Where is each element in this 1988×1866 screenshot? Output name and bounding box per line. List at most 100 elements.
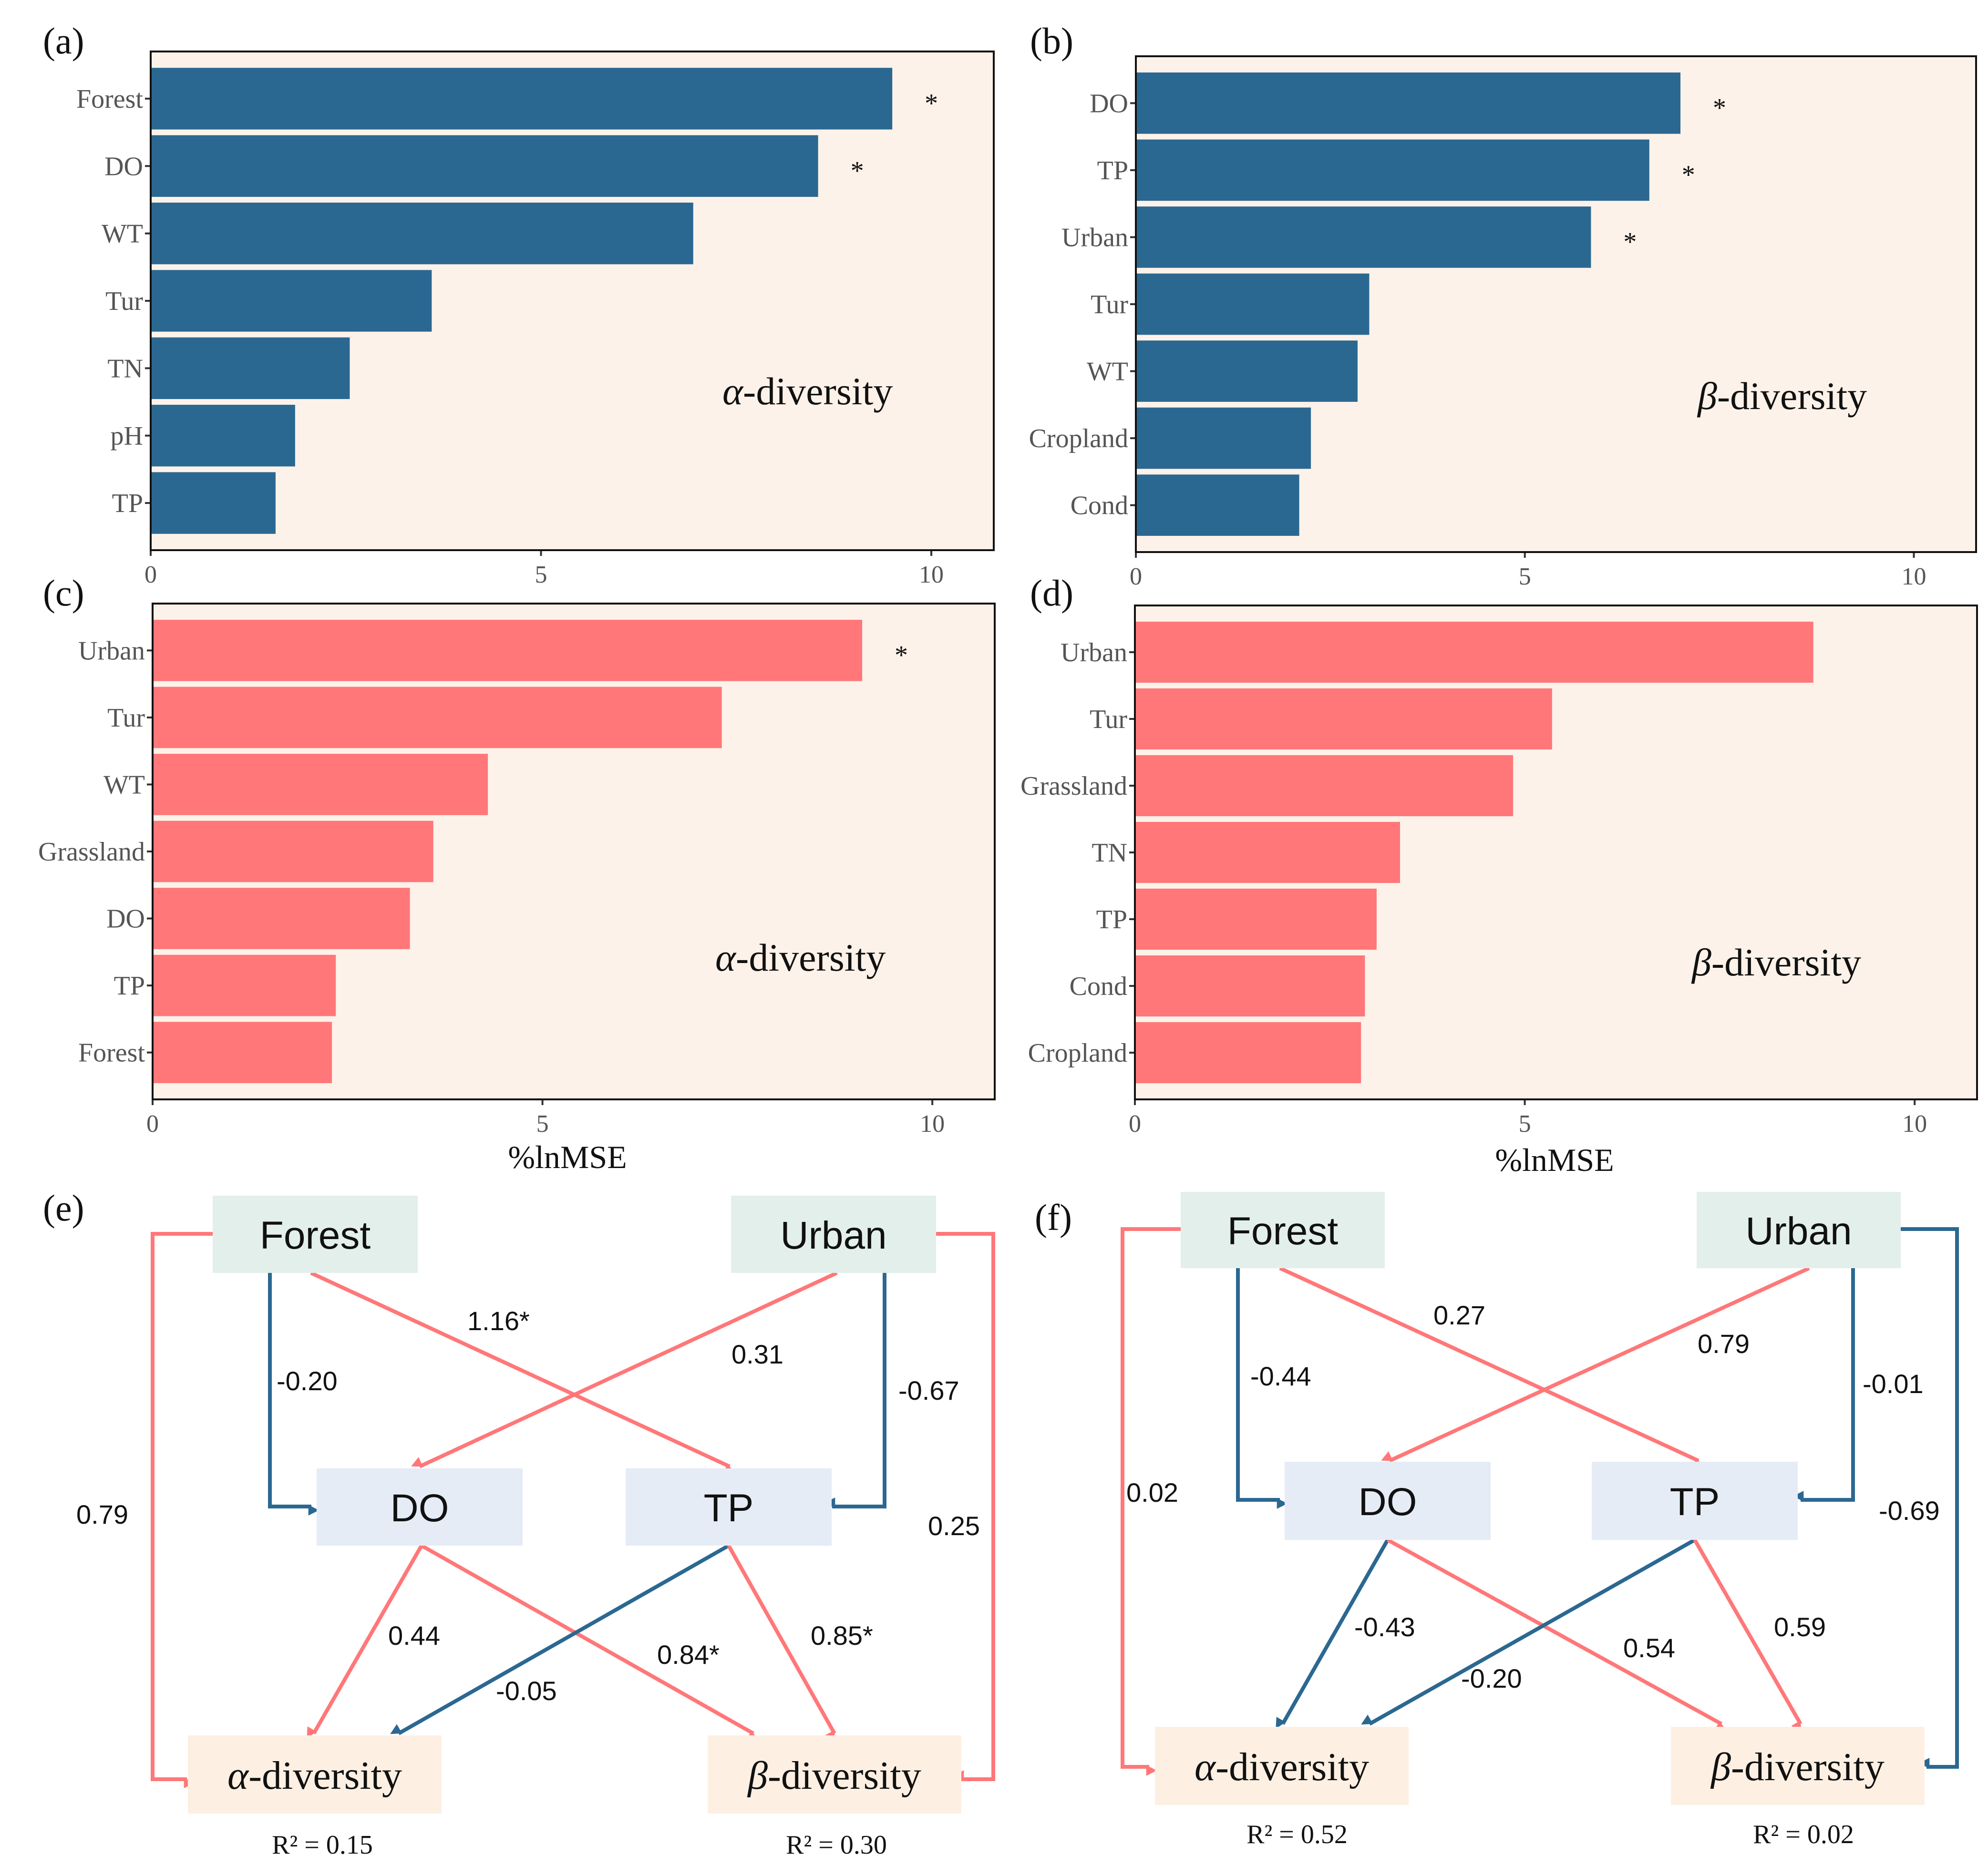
panel-tag-c: (c) <box>43 572 84 614</box>
node-f-tp <box>1592 1462 1798 1540</box>
y-tick-label: Grassland <box>1020 771 1127 801</box>
y-tick-label: DO <box>106 904 145 934</box>
bar-d-cropland <box>1135 1022 1361 1084</box>
y-tick-label: Tur <box>107 703 145 733</box>
inner-label-b: β-diversity <box>1697 374 1867 418</box>
panel-tag-f: (f) <box>1035 1197 1072 1238</box>
arrow-e-forest-tp <box>310 1271 735 1474</box>
bar-c-tp <box>153 954 336 1016</box>
coef-e-do-alpha: 0.44 <box>388 1620 440 1651</box>
x-axis-title-d: %lnMSE <box>1495 1142 1614 1178</box>
node-f-alpha <box>1155 1727 1409 1805</box>
x-tick-label: 5 <box>1519 563 1531 590</box>
node-f-urban <box>1697 1192 1901 1268</box>
plot-frame-d <box>1134 605 1978 1100</box>
x-tick-label: 10 <box>1902 1110 1927 1138</box>
arrow-e-forest-do <box>268 1273 319 1516</box>
bar-a-ph <box>151 405 295 467</box>
arrow-f-forest-do <box>1236 1268 1288 1509</box>
x-tick-label: 0 <box>144 561 157 588</box>
node-e-beta-label: β-diversity <box>747 1753 921 1798</box>
bar-c-do <box>153 888 410 949</box>
y-tick-label: DO <box>1090 89 1128 118</box>
significance-star: * <box>895 640 908 670</box>
bar-b-do <box>1136 72 1681 134</box>
coef-e-urban-do: 0.31 <box>731 1339 783 1369</box>
arrow-f-urban-tp <box>1792 1268 1855 1502</box>
y-tick-label: Urban <box>1061 638 1127 667</box>
node-e-forest-label: Forest <box>260 1214 371 1257</box>
x-tick-label: 5 <box>536 1110 549 1138</box>
node-f-forest-label: Forest <box>1227 1210 1339 1253</box>
marks-d: Urban Tur Grassland TN TP Cond Cropland 0 5 10 <box>1020 621 1927 1138</box>
significance-star: * <box>1682 160 1695 190</box>
arrow-f-forest-tp <box>1279 1266 1704 1468</box>
y-tick-label: DO <box>104 152 143 181</box>
coef-e-urban-tp: -0.67 <box>898 1375 959 1405</box>
arrow-e-tp-beta <box>727 1545 836 1742</box>
r2-e-alpha: R² = 0.15 <box>272 1830 373 1860</box>
coef-f-tp-alpha: -0.20 <box>1461 1663 1522 1693</box>
bar-a-forest <box>151 68 893 130</box>
path-diagram-e: (e) Forest Urban DO TP α-diversity β-div… <box>43 1187 995 1860</box>
arrow-e-urban-beta <box>936 1232 995 1781</box>
y-tick-label: TP <box>1097 156 1128 185</box>
coef-f-urban-do: 0.79 <box>1698 1329 1750 1359</box>
plot-frame-c <box>152 603 996 1100</box>
bar-a-do <box>151 135 818 197</box>
node-f-alpha-label: α-diversity <box>1195 1745 1369 1789</box>
x-tick-label: 10 <box>920 1110 945 1138</box>
bar-c-tur <box>153 687 722 748</box>
bar-a-tp <box>151 472 276 534</box>
bar-b-urban <box>1136 206 1591 268</box>
y-tick-label: TP <box>112 489 143 518</box>
x-tick-label: 10 <box>919 561 944 588</box>
r2-f-alpha: R² = 0.52 <box>1246 1820 1348 1849</box>
arrow-f-do-alpha <box>1276 1539 1390 1729</box>
node-e-tp-label: TP <box>704 1487 754 1530</box>
y-tick-label: TN <box>1092 838 1127 868</box>
coef-e-forest-alpha: 0.79 <box>76 1499 128 1529</box>
y-tick-label: WT <box>103 770 145 800</box>
bar-d-grassland <box>1135 755 1514 817</box>
y-tick-label: TN <box>107 354 143 383</box>
coef-e-forest-do: -0.20 <box>277 1366 338 1396</box>
y-tick-label: Cropland <box>1029 424 1128 453</box>
bar-d-tp <box>1135 888 1377 950</box>
coef-e-tp-beta: 0.85* <box>811 1620 873 1651</box>
bar-a-wt <box>151 202 693 265</box>
arrow-f-tp-alpha <box>1361 1538 1696 1726</box>
node-f-beta <box>1671 1727 1925 1805</box>
bar-c-urban <box>153 620 863 681</box>
node-e-do-label: DO <box>391 1487 449 1530</box>
y-tick-label: Grassland <box>38 837 145 867</box>
y-tick-label: WT <box>1087 357 1128 387</box>
x-tick-label: 0 <box>146 1110 159 1138</box>
node-f-do-label: DO <box>1359 1480 1417 1524</box>
y-tick-label: Forest <box>76 84 143 114</box>
node-e-forest <box>213 1196 418 1273</box>
coef-e-forest-tp: 1.16* <box>467 1306 530 1336</box>
bar-b-tp <box>1136 139 1649 201</box>
arrow-f-urban-do <box>1381 1266 1810 1463</box>
r2-e-beta: R² = 0.30 <box>786 1830 887 1860</box>
inner-label-a: α-diversity <box>722 369 893 413</box>
coef-f-tp-beta: 0.59 <box>1774 1612 1826 1642</box>
bar-d-tur <box>1135 688 1552 750</box>
coef-f-urban-beta: -0.69 <box>1879 1496 1940 1526</box>
panel-d: (d) Urban Tur Grassland TN TP Cond Cropland 0 5 1… <box>1020 572 1978 1178</box>
node-e-do <box>317 1468 523 1546</box>
node-e-urban-label: Urban <box>780 1214 886 1257</box>
node-f-forest <box>1181 1192 1385 1268</box>
plot-frame-a <box>150 51 995 551</box>
coef-e-urban-beta: 0.25 <box>928 1511 980 1541</box>
node-e-alpha-label: α-diversity <box>227 1753 402 1798</box>
bar-d-tn <box>1135 821 1400 883</box>
significance-star: * <box>925 89 938 118</box>
y-tick-label: TP <box>114 971 145 1001</box>
node-f-beta-label: β-diversity <box>1710 1745 1885 1789</box>
arrow-e-do-beta <box>421 1544 759 1741</box>
bar-b-tur <box>1136 273 1370 335</box>
bar-d-cond <box>1135 955 1365 1017</box>
arrow-f-forest-alpha <box>1121 1227 1181 1776</box>
